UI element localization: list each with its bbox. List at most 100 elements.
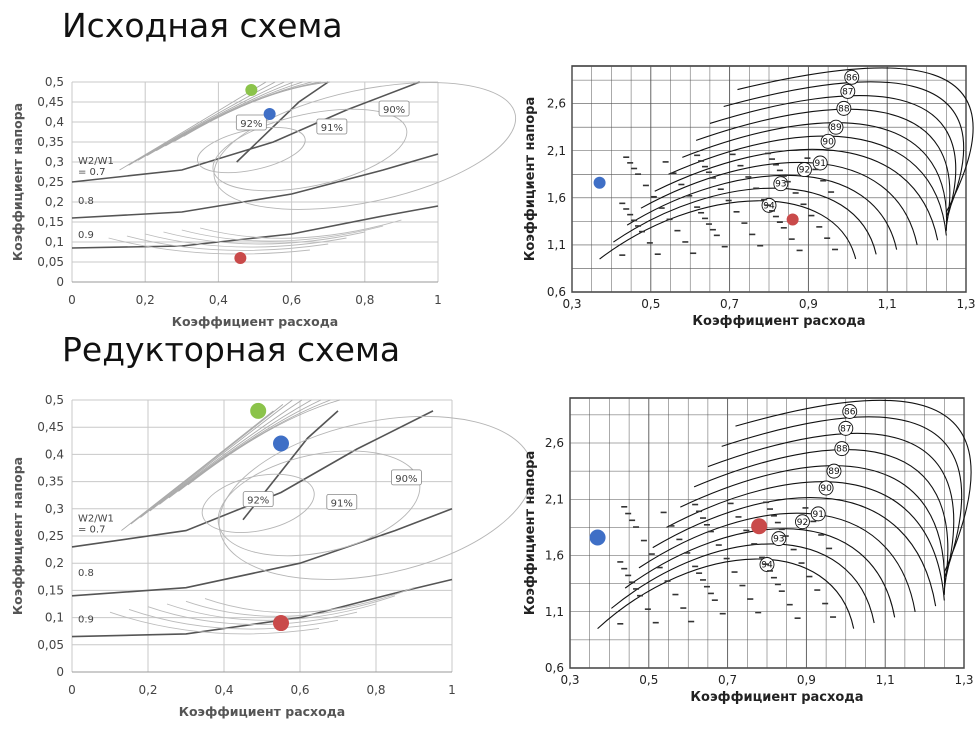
y-tick-label: 0,4	[45, 115, 64, 129]
data-point	[786, 213, 799, 226]
measurement-mark	[666, 218, 673, 221]
contour-label-circle	[838, 420, 854, 436]
measurement-mark	[751, 543, 758, 545]
chart-gear-left: 0 0,05 0,1 0,15 0,2 0,25 0,3 0,35 0,4 0,45 0,5 0 0,2…	[0, 390, 534, 730]
x-tick-label: 0,5	[641, 297, 660, 311]
data-point	[751, 518, 768, 535]
efficiency-contour	[126, 235, 329, 251]
measurement-mark	[711, 599, 718, 601]
contour-label: 93	[773, 535, 784, 545]
speed-line	[707, 432, 955, 584]
measurement-mark	[702, 165, 709, 168]
measurement-mark	[713, 234, 720, 237]
efficiency-label-box	[242, 491, 274, 508]
efficiency-contour	[108, 237, 310, 255]
speed-line	[187, 399, 341, 486]
efficiency-island	[218, 415, 534, 580]
measurement-mark	[680, 607, 687, 609]
x-tick-label: 1,1	[878, 297, 897, 311]
x-tick-label: 0,6	[290, 683, 309, 697]
ratio-09-label: 0.9	[78, 230, 94, 241]
efficiency-label: 92%	[247, 496, 269, 507]
measurement-mark	[678, 183, 685, 186]
x-tick-label: 0,8	[366, 683, 385, 697]
measurement-mark	[623, 156, 630, 158]
y-tick-label: 0,2	[45, 556, 64, 570]
title-original-scheme: Исходная схема	[62, 6, 343, 45]
operating-line	[71, 508, 453, 597]
y-tick-label: 0	[56, 275, 64, 289]
x-tick-label: 0	[68, 293, 76, 307]
speed-line	[597, 558, 855, 630]
speed-line	[140, 399, 293, 518]
speed-line	[159, 399, 312, 505]
efficiency-island	[197, 126, 306, 174]
measurement-mark	[792, 192, 799, 194]
measurement-mark	[635, 173, 642, 175]
contour-label-circle	[828, 119, 844, 135]
measurement-mark	[692, 565, 699, 568]
measurement-marks	[617, 501, 837, 625]
chart-svg: 0,6 1,1 1,6 2,1 2,6 0,3 0,5 0,7 0,9 1,1 1,3 Коэффиц…	[523, 65, 975, 329]
measurement-mark	[826, 547, 833, 550]
measurement-mark	[694, 154, 701, 157]
measurement-mark	[780, 227, 787, 229]
measurement-mark	[753, 187, 760, 190]
data-point	[593, 176, 606, 189]
measurement-mark	[776, 169, 783, 172]
chart-gear-right: 0,6 1,1 1,6 2,1 2,6 0,3 0,5 0,7 0,9 1,1 1,3 Коэффиц…	[520, 390, 974, 730]
contour-label: 88	[836, 445, 848, 455]
measurement-mark	[715, 544, 722, 546]
measurement-mark	[629, 581, 636, 583]
efficiency-contour	[181, 225, 384, 242]
efficiency-contour	[185, 595, 396, 617]
measurement-mark	[763, 501, 770, 504]
measurement-mark	[652, 621, 659, 624]
measurement-mark	[621, 506, 628, 508]
measurement-mark	[672, 593, 679, 596]
contour-label: 94	[763, 201, 775, 211]
efficiency-contour	[166, 603, 377, 621]
w2w1-label: W2/W1	[78, 156, 114, 167]
contour-label-circle	[840, 83, 856, 99]
measurement-mark	[749, 233, 756, 236]
measurement-mark	[798, 562, 805, 564]
contour-label: 94	[761, 561, 773, 571]
measurement-mark	[717, 188, 724, 191]
x-tick-label: 1,3	[956, 297, 975, 311]
contour-label: 92	[797, 518, 808, 528]
measurement-mark	[709, 228, 716, 231]
speed-line	[654, 148, 939, 241]
measurement-mark	[698, 160, 705, 162]
measurement-mark	[830, 616, 837, 618]
measurement-mark	[623, 208, 630, 210]
measurement-mark	[674, 229, 681, 232]
measurement-mark	[725, 199, 732, 202]
y-tick-label: 0,2	[45, 195, 64, 209]
efficiency-label-box	[316, 118, 348, 135]
speed-line	[695, 108, 951, 227]
y-axis-label: Коэффициент напора	[523, 97, 538, 262]
x-tick-label: 0,5	[639, 673, 658, 687]
measurement-mark	[759, 556, 766, 559]
measurement-mark	[686, 195, 693, 197]
measurement-mark	[700, 579, 707, 581]
measurement-mark	[782, 535, 789, 537]
x-tick-label: 0,4	[209, 293, 228, 307]
measurement-mark	[696, 510, 703, 513]
speed-line	[666, 481, 945, 601]
efficiency-label: 91%	[331, 498, 353, 509]
ratio-08-label: 0.8	[78, 568, 94, 579]
measurement-mark	[780, 175, 787, 177]
chart-original-left: 0 0,05 0,1 0,15 0,2 0,25 0,3 0,35 0,4 0,45 0,5 0 0,2…	[0, 70, 517, 340]
measurement-mark	[800, 203, 807, 206]
operating-line	[71, 153, 439, 219]
y-tick-label: 0,25	[37, 529, 64, 543]
efficiency-island	[213, 82, 517, 210]
measurement-mark	[629, 519, 636, 522]
x-axis-label: Коэффициент расхода	[690, 690, 863, 705]
measurement-mark	[627, 213, 634, 216]
measurement-mark	[635, 225, 642, 227]
speed-line	[168, 399, 322, 499]
contour-label: 89	[828, 467, 840, 477]
